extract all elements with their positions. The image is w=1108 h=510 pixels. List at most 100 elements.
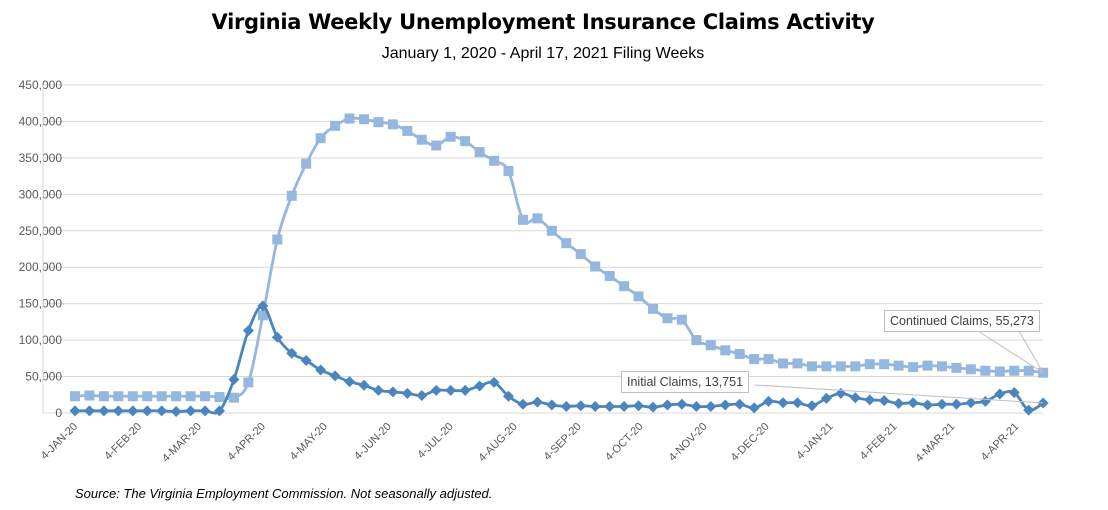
initial-claims-point — [575, 400, 587, 412]
continued-claims-point — [778, 358, 789, 369]
initial-claims-point — [517, 398, 529, 410]
initial-claims-point — [777, 397, 789, 409]
initial-claims-point — [589, 400, 601, 412]
initial-claims-annotation: Initial Claims, 13,751 — [621, 371, 750, 393]
continued-claims-line — [74, 116, 1044, 401]
continued-claims-point — [200, 391, 211, 402]
x-tick-label: 4-JUN-20 — [352, 421, 394, 463]
initial-claims-point — [430, 384, 442, 396]
continued-claims-point — [1009, 365, 1020, 376]
continued-claims-point — [908, 362, 919, 373]
continued-claims-point — [749, 354, 760, 365]
y-tick-label: 350,000 — [19, 151, 63, 165]
continued-claims-point — [922, 360, 933, 371]
initial-claims-point — [849, 392, 861, 404]
continued-claims-point — [951, 362, 962, 373]
initial-claims-point — [763, 395, 775, 407]
continued-claims-point — [648, 303, 658, 314]
x-tick-label: 4-MAR-20 — [160, 421, 204, 465]
initial-claims-point — [979, 395, 991, 407]
continued-claims-point — [387, 119, 398, 130]
x-tick-label: 4-NOV-20 — [667, 421, 710, 464]
chart-title: Virginia Weekly Unemployment Insurance C… — [211, 10, 875, 34]
initial-claims-point — [445, 384, 457, 396]
initial-claims-point — [878, 395, 890, 407]
x-tick-label: 4-APR-21 — [979, 421, 1022, 464]
continued-claims-point — [243, 377, 254, 388]
source-note: Source: The Virginia Employment Commissi… — [75, 486, 493, 501]
continued-claims-point — [633, 291, 644, 302]
initial-claims-point — [690, 400, 702, 412]
continued-claims-point — [619, 281, 630, 292]
initial-claims-point — [1008, 387, 1020, 399]
x-tick-label: 4-FEB-21 — [858, 421, 900, 463]
initial-claims-point — [329, 370, 341, 382]
continued-claims-point — [84, 390, 95, 401]
initial-claims-point — [994, 388, 1006, 400]
initial-claims-point — [820, 392, 832, 404]
continued-claims-point — [431, 140, 442, 151]
y-tick-label: 100,000 — [19, 333, 63, 347]
x-tick-label: 4-DEC-20 — [729, 421, 772, 464]
continued-claims-point — [604, 270, 615, 281]
initial-claims-point — [503, 390, 514, 402]
initial-claims-point — [864, 394, 876, 406]
y-tick-label: 400,000 — [19, 114, 63, 128]
initial-claims-point — [69, 405, 81, 417]
continued-claims-point — [517, 214, 528, 225]
initial-claims-point — [835, 387, 847, 399]
continued-claims-annotation: Continued Claims, 55,273 — [884, 310, 1040, 332]
initial-claims-point — [112, 405, 124, 417]
initial-claims-point — [950, 398, 962, 410]
y-tick-label: 450,000 — [19, 78, 63, 92]
initial-claims-point — [358, 379, 370, 391]
x-tick-label: 4-AUG-20 — [476, 421, 520, 465]
initial-claims-point — [893, 398, 905, 410]
continued-claims-point — [806, 361, 817, 372]
continued-claims-point — [489, 155, 500, 166]
initial-claims-point — [214, 405, 225, 417]
continued-claims-point — [676, 314, 687, 325]
continued-claims-point — [70, 391, 80, 402]
initial-claims-point — [315, 364, 327, 376]
continued-claims-point — [705, 340, 716, 351]
continued-claims-point — [402, 125, 413, 136]
x-tick-label: 4-SEP-20 — [542, 421, 584, 463]
continued-claims-point — [330, 120, 341, 131]
initial-claims-point — [170, 406, 182, 418]
y-tick-label: 300,000 — [19, 187, 63, 201]
initial-claims-point — [546, 399, 558, 411]
y-tick-label: 0 — [55, 406, 62, 420]
continued-claims-point — [561, 238, 572, 249]
x-tick-label: 4-MAR-21 — [913, 421, 957, 465]
initial-claims-point — [98, 405, 110, 417]
continued-claims-point — [228, 392, 239, 403]
initial-claims-point — [416, 390, 428, 402]
initial-claims-point — [936, 398, 948, 410]
continued-claims-point — [156, 391, 167, 402]
continued-claims-point — [850, 361, 861, 372]
initial-claims-point — [792, 397, 803, 409]
initial-claims-point — [661, 399, 673, 411]
x-tick-label: 4-APR-20 — [225, 421, 268, 464]
initial-claims-point — [459, 384, 471, 396]
chart-subtitle: January 1, 2020 - April 17, 2021 Filing … — [381, 45, 705, 62]
x-tick-label: 4-JUL-20 — [415, 421, 455, 461]
initial-claims-point — [734, 398, 746, 410]
initial-claims-point — [300, 355, 312, 367]
continued-claims-point — [937, 361, 947, 372]
initial-claims-point — [156, 405, 168, 417]
continued-claims-point — [879, 359, 890, 370]
initial-claims-point — [242, 325, 254, 337]
continued-claims-point — [474, 147, 485, 158]
continued-claims-point — [575, 249, 586, 260]
initial-claims-point — [271, 331, 283, 343]
x-tick-label: 4-JAN-21 — [794, 421, 835, 462]
initial-claims-point — [618, 400, 630, 412]
continued-claims-point — [127, 391, 138, 402]
continued-claims-point — [142, 391, 153, 402]
continued-claims-point — [445, 131, 456, 142]
initial-claims-point — [676, 398, 688, 410]
initial-claims-point — [560, 400, 572, 412]
continued-claims-point — [344, 113, 355, 124]
